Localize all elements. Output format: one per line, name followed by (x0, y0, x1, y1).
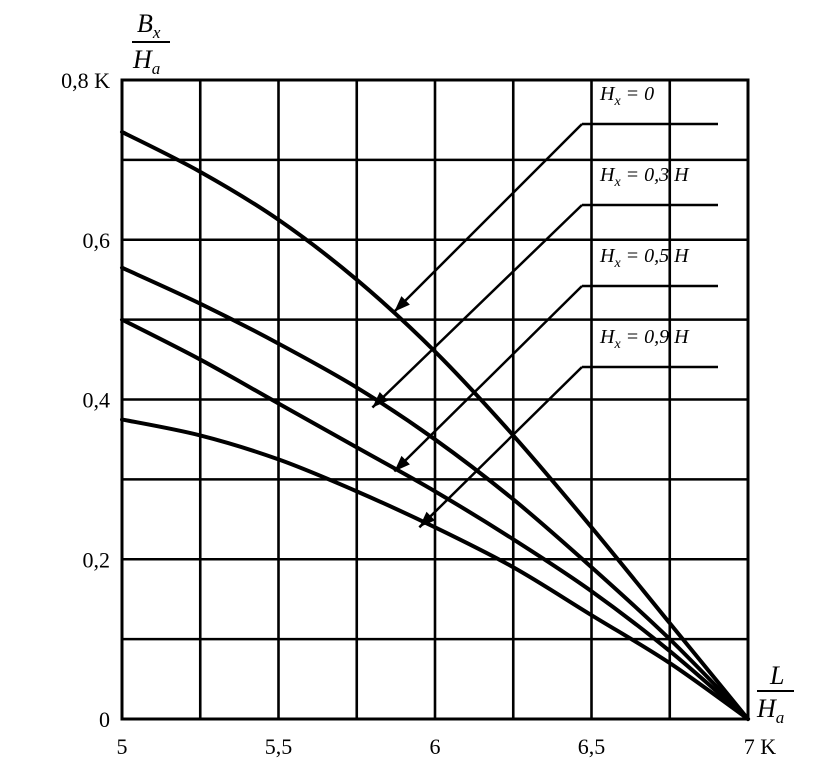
arrow-head-icon (372, 392, 389, 408)
x-tick-label: 7 K (744, 734, 777, 759)
x-axis-title: L Ha (756, 661, 794, 727)
x-axis-title-denominator: H (756, 694, 777, 723)
series-leader-line (371, 204, 583, 409)
arrow-head-icon (394, 455, 410, 472)
y-axis-title-denominator: H (132, 45, 153, 74)
y-axis-title-numerator: B (137, 9, 153, 38)
series-line-2 (120, 317, 750, 721)
x-tick-label: 5,5 (265, 734, 293, 759)
y-tick-label: 0,6 (83, 228, 111, 253)
svg-text:Bx: Bx (137, 9, 161, 42)
y-axis-title-numerator-sub: x (152, 23, 161, 42)
x-tick-label: 6,5 (578, 734, 606, 759)
series-label-3: Hx = 0,9 H (418, 326, 718, 529)
y-tick-label: 0,8 K (61, 68, 110, 93)
x-axis-title-numerator: L (769, 661, 784, 690)
series-labels: Hx = 0 Hx = 0,3 H Hx = 0,5 H Hx = 0,9 H (371, 83, 718, 529)
svg-text:L: L (769, 661, 784, 690)
y-axis-title: Bx Ha (132, 9, 170, 78)
series-label-0: Hx = 0 (393, 83, 718, 313)
series-label-2: Hx = 0,5 H (393, 245, 718, 473)
series-label-text: Hx = 0,3 H (599, 164, 690, 190)
x-tick-label: 6 (430, 734, 441, 759)
series-leader-line (393, 285, 583, 473)
series-label-1: Hx = 0,3 H (371, 164, 718, 409)
series-line-0 (120, 129, 750, 721)
y-tick-label: 0,2 (83, 547, 111, 572)
y-tick-label: 0,4 (83, 388, 111, 413)
y-axis-title-denominator-sub: a (152, 59, 161, 78)
series-line-1 (120, 265, 750, 721)
series-line-3 (120, 417, 750, 721)
plot-frame (120, 78, 750, 721)
series-label-text: Hx = 0,9 H (599, 326, 690, 352)
arrow-head-icon (394, 296, 410, 312)
svg-text:Ha: Ha (756, 694, 784, 727)
series-leader-line (418, 366, 583, 529)
grid (120, 78, 750, 721)
arrow-head-icon (419, 511, 435, 528)
y-tick-label: 0 (99, 707, 110, 732)
series-curves (120, 129, 750, 721)
x-tick-label: 5 (117, 734, 128, 759)
x-axis-title-denominator-sub: a (776, 708, 785, 727)
svg-text:Ha: Ha (132, 45, 160, 78)
series-leader-line (393, 123, 583, 313)
series-label-text: Hx = 0,5 H (599, 245, 690, 271)
tick-labels: 5 5,5 6 6,5 7 K 0 0,2 0,4 0,6 0,8 K (61, 68, 776, 759)
series-label-text: Hx = 0 (599, 83, 654, 109)
